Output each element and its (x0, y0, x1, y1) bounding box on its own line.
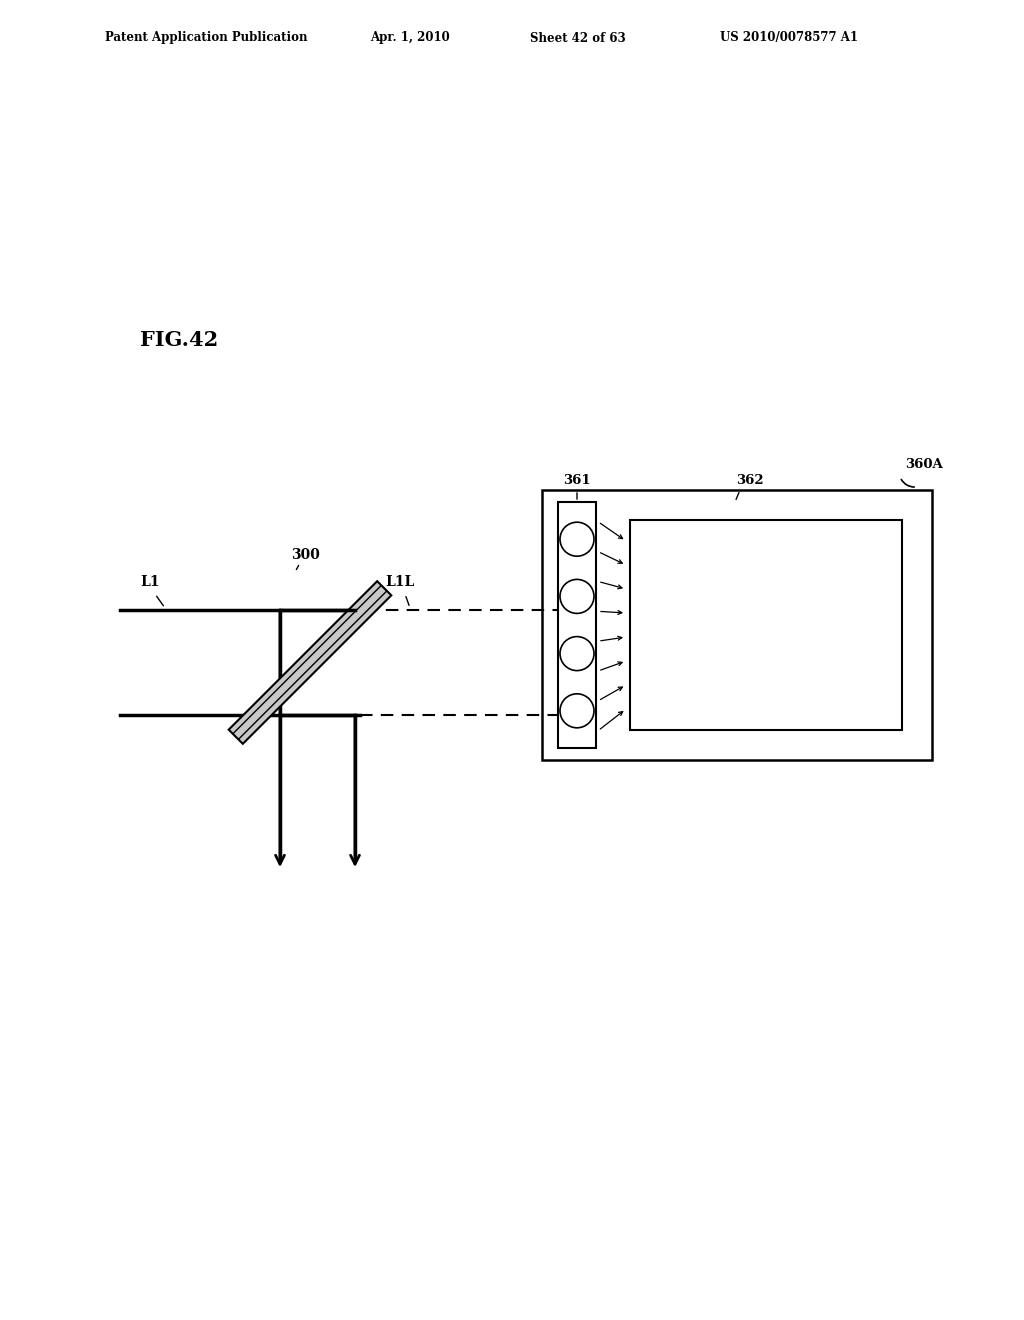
Circle shape (560, 694, 594, 727)
Text: 300: 300 (291, 548, 319, 562)
Polygon shape (228, 581, 391, 743)
Circle shape (560, 636, 594, 671)
Text: Apr. 1, 2010: Apr. 1, 2010 (370, 32, 450, 45)
Text: 362: 362 (736, 474, 764, 487)
Text: 361: 361 (563, 474, 591, 487)
Text: US 2010/0078577 A1: US 2010/0078577 A1 (720, 32, 858, 45)
Text: Patent Application Publication: Patent Application Publication (105, 32, 307, 45)
Text: L1L: L1L (385, 576, 415, 589)
FancyArrowPatch shape (901, 479, 914, 487)
Circle shape (560, 523, 594, 556)
Text: Sheet 42 of 63: Sheet 42 of 63 (530, 32, 626, 45)
Bar (542, 490, 932, 760)
Circle shape (560, 579, 594, 614)
Bar (558, 502, 596, 748)
Bar (630, 520, 902, 730)
Text: 360A: 360A (905, 458, 943, 471)
Text: FIG.42: FIG.42 (140, 330, 218, 350)
Text: L1: L1 (140, 576, 160, 589)
